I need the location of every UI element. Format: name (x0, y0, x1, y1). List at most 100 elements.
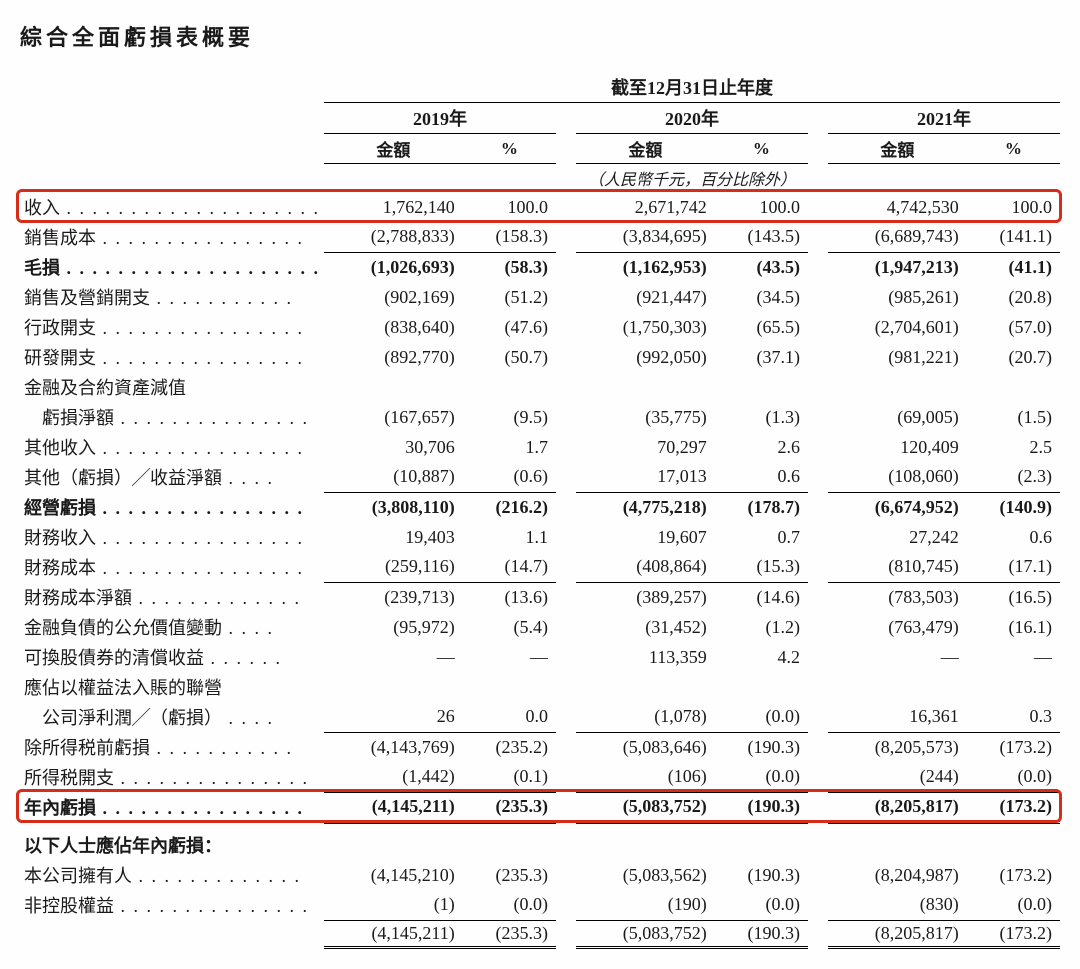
pct-cell: (51.2) (463, 282, 556, 312)
row-label: 銷售及營銷開支 . . . . . . . . . . . (20, 282, 324, 312)
pct-cell: (2.3) (967, 462, 1060, 492)
pct-cell: (5.4) (463, 612, 556, 642)
pct-cell: (9.5) (463, 402, 556, 432)
page-title: 綜合全面虧損表概要 (20, 20, 1060, 52)
row-label: 金融及合約資產減值 (20, 372, 324, 402)
pct-cell: (14.7) (463, 552, 556, 582)
table-row: 財務收入 . . . . . . . . . . . . . . . . 19,… (20, 522, 1060, 552)
row-label: 行政開支 . . . . . . . . . . . . . . . . (20, 312, 324, 342)
amount-cell: (10,887) (324, 462, 463, 492)
amount-cell: (167,657) (324, 402, 463, 432)
pct-cell: 1.1 (463, 522, 556, 552)
pct-cell: (173.2) (967, 792, 1060, 822)
pct-cell: (20.8) (967, 282, 1060, 312)
pct-cell: 0.6 (715, 462, 808, 492)
table-row: 非控股權益 . . . . . . . . . . . . . . . (1)(… (20, 890, 1060, 920)
pct-cell: (1.3) (715, 402, 808, 432)
row-label: 研發開支 . . . . . . . . . . . . . . . . (20, 342, 324, 372)
pct-cell: (0.0) (463, 890, 556, 920)
table-row: 金融負債的公允價值變動 . . . . (95,972)(5.4) (31,452… (20, 612, 1060, 642)
pct-cell: (37.1) (715, 342, 808, 372)
pct-cell: 1.7 (463, 432, 556, 462)
table-row: 銷售及營銷開支 . . . . . . . . . . . (902,169)(… (20, 282, 1060, 312)
row-label: 金融負債的公允價值變動 . . . . (20, 612, 324, 642)
pct-cell: 100.0 (463, 192, 556, 222)
amount-cell: (5,083,752) (576, 920, 715, 947)
table-row: 研發開支 . . . . . . . . . . . . . . . . (89… (20, 342, 1060, 372)
pct-cell: (141.1) (967, 222, 1060, 252)
year-2019: 2019年 (324, 103, 556, 134)
amount-cell: (2,704,601) (828, 312, 967, 342)
amount-cell: (892,770) (324, 342, 463, 372)
table-row: 其他（虧損）╱收益淨額 . . . . (10,887)(0.6)17,0130… (20, 462, 1060, 492)
pct-cell: 2.6 (715, 432, 808, 462)
table-row: 可換股債券的清償收益 . . . . . . ——113,3594.2—— (20, 642, 1060, 672)
row-label: 本公司擁有人 . . . . . . . . . . . . . (20, 860, 324, 890)
table-row: 虧損淨額 . . . . . . . . . . . . . . . (167,… (20, 402, 1060, 432)
pct-cell: (0.0) (967, 762, 1060, 792)
pct-cell: (235.3) (463, 860, 556, 890)
col-pct-2020: % (715, 134, 808, 164)
pct-cell: (65.5) (715, 312, 808, 342)
row-label: 所得税開支 . . . . . . . . . . . . . . . (20, 762, 324, 792)
amount-cell: (8,205,817) (828, 792, 967, 822)
table-row: 收入 . . . . . . . . . . . . . . . . . . .… (20, 192, 1060, 222)
col-amount-2019: 金額 (324, 134, 463, 164)
unit-note: （人民幣千元，百分比除外） (324, 164, 1060, 193)
pct-cell: (158.3) (463, 222, 556, 252)
amount-cell: (4,143,769) (324, 732, 463, 762)
pct-cell: (0.0) (715, 762, 808, 792)
amount-cell: (6,689,743) (828, 222, 967, 252)
amount-cell: (985,261) (828, 282, 967, 312)
amount-cell: (8,205,573) (828, 732, 967, 762)
pct-cell: (57.0) (967, 312, 1060, 342)
pct-cell: (15.3) (715, 552, 808, 582)
pct-cell: (178.7) (715, 492, 808, 522)
amount-cell: 70,297 (576, 432, 715, 462)
pct-cell: (173.2) (967, 920, 1060, 947)
row-label: 銷售成本 . . . . . . . . . . . . . . . . (20, 222, 324, 252)
amount-cell: (1,078) (576, 702, 715, 732)
pct-cell: (0.6) (463, 462, 556, 492)
amount-cell: (95,972) (324, 612, 463, 642)
row-label: 財務成本 . . . . . . . . . . . . . . . . (20, 552, 324, 582)
pct-cell: (1.5) (967, 402, 1060, 432)
amount-cell: (4,145,211) (324, 792, 463, 822)
pct-cell: — (967, 642, 1060, 672)
pct-cell: 2.5 (967, 432, 1060, 462)
col-amount-2021: 金額 (828, 134, 967, 164)
pct-cell: (190.3) (715, 792, 808, 822)
amount-cell: 26 (324, 702, 463, 732)
pct-cell: (13.6) (463, 582, 556, 612)
row-label (20, 920, 324, 947)
amount-cell: (2,788,833) (324, 222, 463, 252)
amount-cell: (244) (828, 762, 967, 792)
row-label: 經營虧損 . . . . . . . . . . . . . . . . (20, 492, 324, 522)
row-label: 除所得税前虧損 . . . . . . . . . . . (20, 732, 324, 762)
pct-cell: (235.3) (463, 920, 556, 947)
pct-cell: (0.1) (463, 762, 556, 792)
table-row: 銷售成本 . . . . . . . . . . . . . . . . (2,… (20, 222, 1060, 252)
pct-cell: (17.1) (967, 552, 1060, 582)
pct-cell: (0.0) (967, 890, 1060, 920)
amount-cell: (921,447) (576, 282, 715, 312)
amount-cell: 19,403 (324, 522, 463, 552)
table-row: (4,145,211)(235.3)(5,083,752)(190.3)(8,2… (20, 920, 1060, 947)
table-row: 本公司擁有人 . . . . . . . . . . . . . (4,145,… (20, 860, 1060, 890)
row-label: 非控股權益 . . . . . . . . . . . . . . . (20, 890, 324, 920)
table-row: 財務成本 . . . . . . . . . . . . . . . . (25… (20, 552, 1060, 582)
row-label: 其他（虧損）╱收益淨額 . . . . (20, 462, 324, 492)
amount-cell: (981,221) (828, 342, 967, 372)
amount-cell: (1,750,303) (576, 312, 715, 342)
pct-cell: (0.0) (715, 702, 808, 732)
table-row: 金融及合約資產減值 (20, 372, 1060, 402)
amount-cell: (5,083,646) (576, 732, 715, 762)
pct-cell: (1.2) (715, 612, 808, 642)
table-row: 年內虧損 . . . . . . . . . . . . . . . . (4,… (20, 792, 1060, 822)
pct-cell: (173.2) (967, 732, 1060, 762)
amount-cell: (239,713) (324, 582, 463, 612)
amount-cell: (1) (324, 890, 463, 920)
table-row: 所得税開支 . . . . . . . . . . . . . . . (1,4… (20, 762, 1060, 792)
amount-cell: (31,452) (576, 612, 715, 642)
pct-cell: (140.9) (967, 492, 1060, 522)
